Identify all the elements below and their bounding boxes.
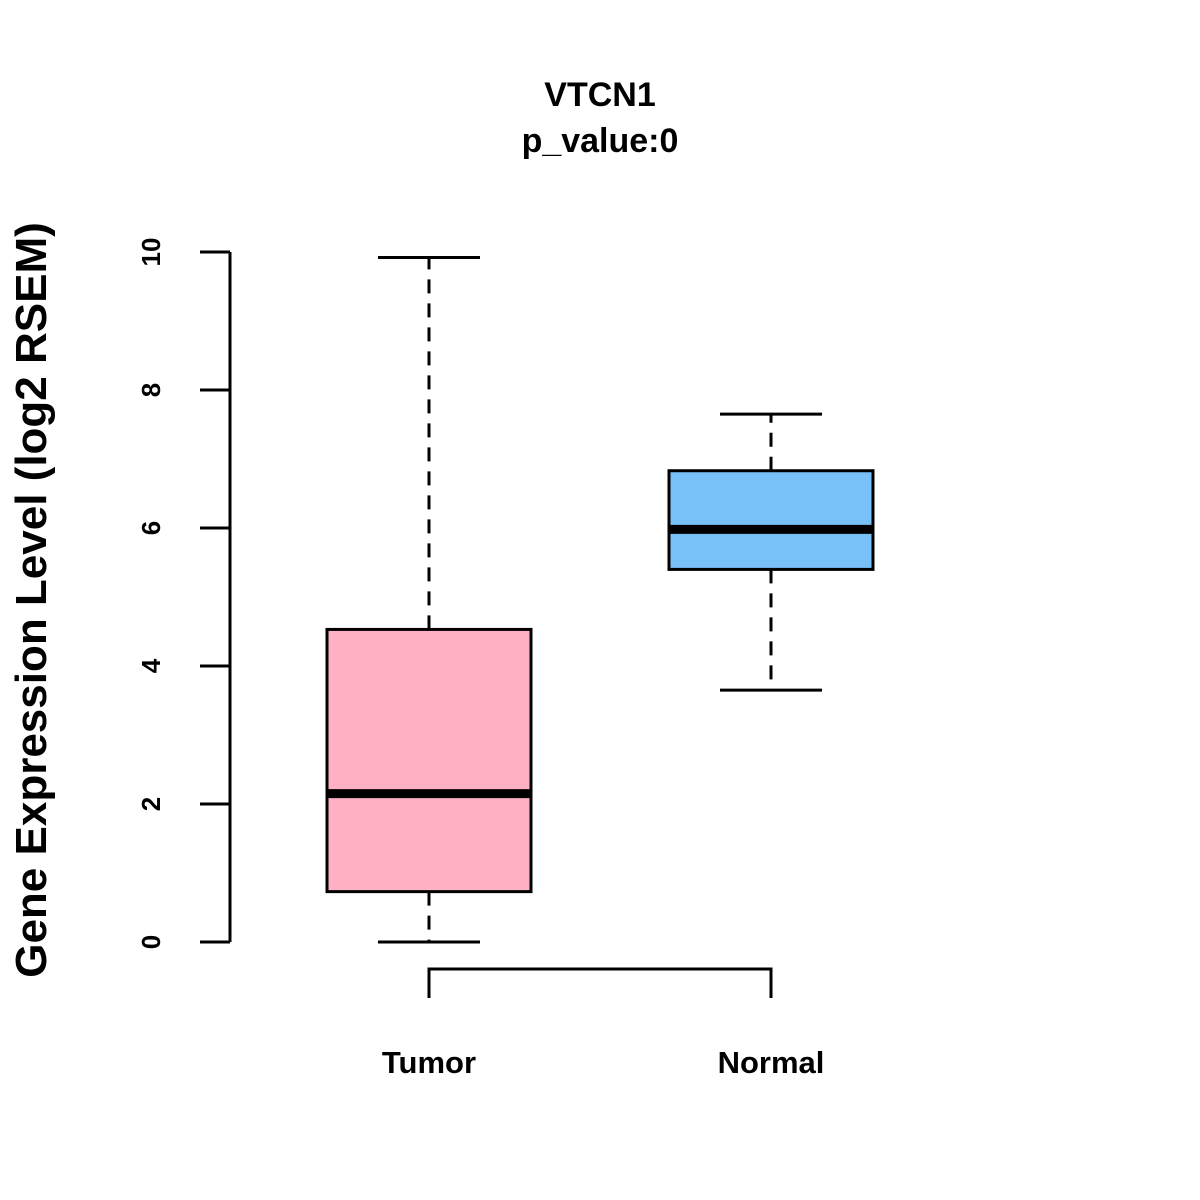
box-normal — [667, 412, 875, 692]
y-tick-label: 10 — [136, 238, 166, 267]
chart-title: VTCN1 — [544, 76, 655, 114]
y-tick-label: 4 — [136, 658, 166, 673]
y-tick-label: 2 — [136, 797, 166, 811]
x-tick-label-normal: Normal — [718, 1045, 825, 1080]
y-tick-label: 0 — [136, 935, 166, 949]
boxes-layer — [325, 256, 875, 944]
box-tumor — [325, 256, 533, 944]
y-tick-label: 6 — [136, 521, 166, 535]
chart-subtitle: p_value:0 — [522, 122, 679, 160]
y-axis-label: Gene Expression Level (log2 RSEM) — [7, 222, 56, 978]
iqr-box — [325, 627, 533, 894]
iqr-box — [667, 469, 875, 571]
y-tick-label: 8 — [136, 383, 166, 397]
x-tick-label-tumor: Tumor — [382, 1045, 476, 1080]
y-axis: 0 2 4 6 8 10 — [136, 238, 232, 949]
comparison-bracket — [427, 967, 773, 998]
x-axis-labels: Tumor Normal — [382, 1045, 824, 1080]
bracket-line — [427, 967, 773, 998]
